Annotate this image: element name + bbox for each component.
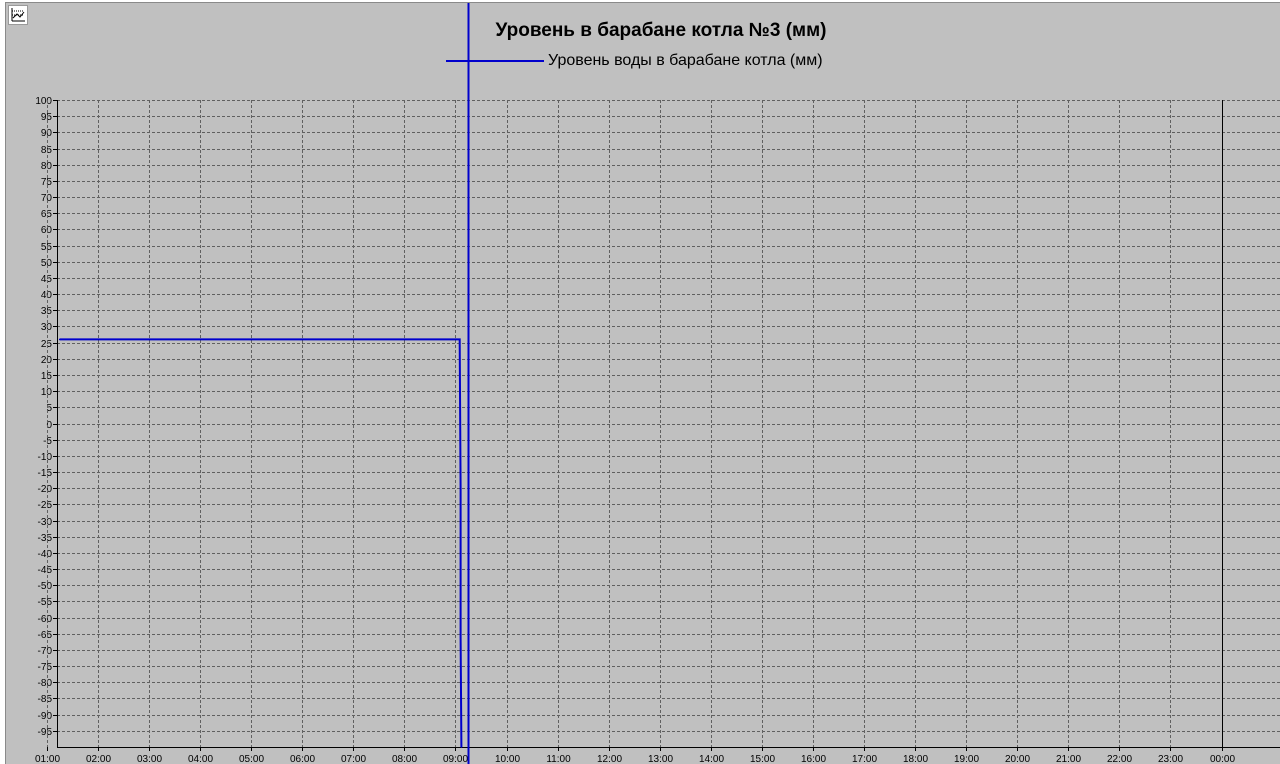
y-tick-label: 15: [41, 371, 53, 382]
series-point: [460, 746, 463, 748]
y-tick-label: -20: [38, 484, 53, 495]
y-tick-label: -80: [38, 678, 53, 689]
x-tick-label: 20:00: [1005, 754, 1030, 764]
y-tick-label: -50: [38, 581, 53, 592]
chart-title: Уровень в барабане котла №3 (мм): [495, 20, 827, 41]
y-tick-label: -15: [38, 468, 53, 479]
y-tick-label: 45: [41, 274, 53, 285]
y-tick-label: -25: [38, 500, 53, 511]
y-tick-label: 0: [46, 420, 52, 431]
y-tick-label: 5: [46, 403, 52, 414]
series-line-drum-water-level: [59, 338, 463, 748]
chart-panel: 100 95 90 85 80 75 70 65 60 55 50 45 40 35 30 25 20 15 10 5…: [5, 2, 1280, 764]
series-point: [352, 338, 355, 341]
chart-plot: 1009590858075706560555045403530252015105…: [35, 3, 1280, 764]
x-tick-label: 22:00: [1107, 754, 1132, 764]
y-tick-label: 90: [41, 128, 53, 139]
y-tick-label: -85: [38, 694, 53, 705]
y-tick-label: -30: [38, 517, 53, 528]
y-tick-label: -95: [38, 727, 53, 738]
y-tick-label: 80: [41, 161, 53, 172]
x-tick-label: 04:00: [188, 754, 213, 764]
x-tick-label: 00:00: [1210, 754, 1235, 764]
y-tick-label: 50: [41, 258, 53, 269]
y-tick-label: -90: [38, 711, 53, 722]
x-tick-label: 02:00: [86, 754, 111, 764]
legend-line-swatch: [446, 60, 544, 62]
x-tick-label: 08:00: [392, 754, 417, 764]
y-tick-label: -55: [38, 597, 53, 608]
y-tick-label: 30: [41, 322, 53, 333]
x-tick-label: 06:00: [290, 754, 315, 764]
x-tick-label: 09:00: [443, 754, 468, 764]
y-tick-label: 85: [41, 145, 53, 156]
x-tick-label: 15:00: [750, 754, 775, 764]
y-tick-label: -10: [38, 452, 53, 463]
y-tick-label: 25: [41, 339, 53, 350]
y-tick-label: -45: [38, 565, 53, 576]
x-tick-label: 07:00: [341, 754, 366, 764]
series-point: [250, 338, 252, 341]
x-tick-label: 18:00: [903, 754, 928, 764]
y-tick-label: 75: [41, 177, 53, 188]
chart-icon: [11, 8, 25, 22]
x-tick-label: 12:00: [597, 754, 622, 764]
y-tick-label: 95: [41, 112, 53, 123]
x-tick-label: 11:00: [546, 754, 571, 764]
x-tick-label: 17:00: [852, 754, 877, 764]
y-tick-label: 70: [41, 193, 53, 204]
x-tick-label: 03:00: [137, 754, 162, 764]
y-tick-label: 10: [41, 387, 53, 398]
x-tick-label: 23:00: [1158, 754, 1183, 764]
y-tick-label: 40: [41, 290, 53, 301]
y-tick-label: 60: [41, 225, 53, 236]
x-tick-label: 13:00: [648, 754, 673, 764]
series-point: [58, 338, 61, 341]
x-tick-label: 01:00: [35, 754, 60, 764]
series-point: [459, 636, 462, 638]
x-tick-label: 05:00: [239, 754, 264, 764]
y-tick-label: -35: [38, 533, 53, 544]
x-tick-label: 19:00: [954, 754, 979, 764]
y-tick-label: 65: [41, 209, 53, 220]
series-point: [458, 341, 461, 344]
y-tick-label: -75: [38, 662, 53, 673]
legend-label: Уровень воды в барабане котла (мм): [548, 52, 823, 69]
x-tick-label: 16:00: [801, 754, 826, 764]
y-tick-label: -60: [38, 614, 53, 625]
chart-settings-button[interactable]: [8, 5, 28, 25]
x-tick-label: 10:00: [495, 754, 520, 764]
y-tick-label: 20: [41, 355, 53, 366]
y-tick-label: 35: [41, 306, 53, 317]
y-tick-label: -65: [38, 630, 53, 641]
y-tick-label: 100: [35, 96, 52, 107]
series-point: [148, 338, 150, 341]
y-tick-label: 55: [41, 242, 53, 253]
series-point: [458, 338, 461, 341]
x-tick-label: 21:00: [1056, 754, 1081, 764]
series-point: [459, 487, 462, 490]
y-tick-label: -40: [38, 549, 53, 560]
x-tick-label: 14:00: [699, 754, 724, 764]
y-tick-label: -70: [38, 646, 53, 657]
